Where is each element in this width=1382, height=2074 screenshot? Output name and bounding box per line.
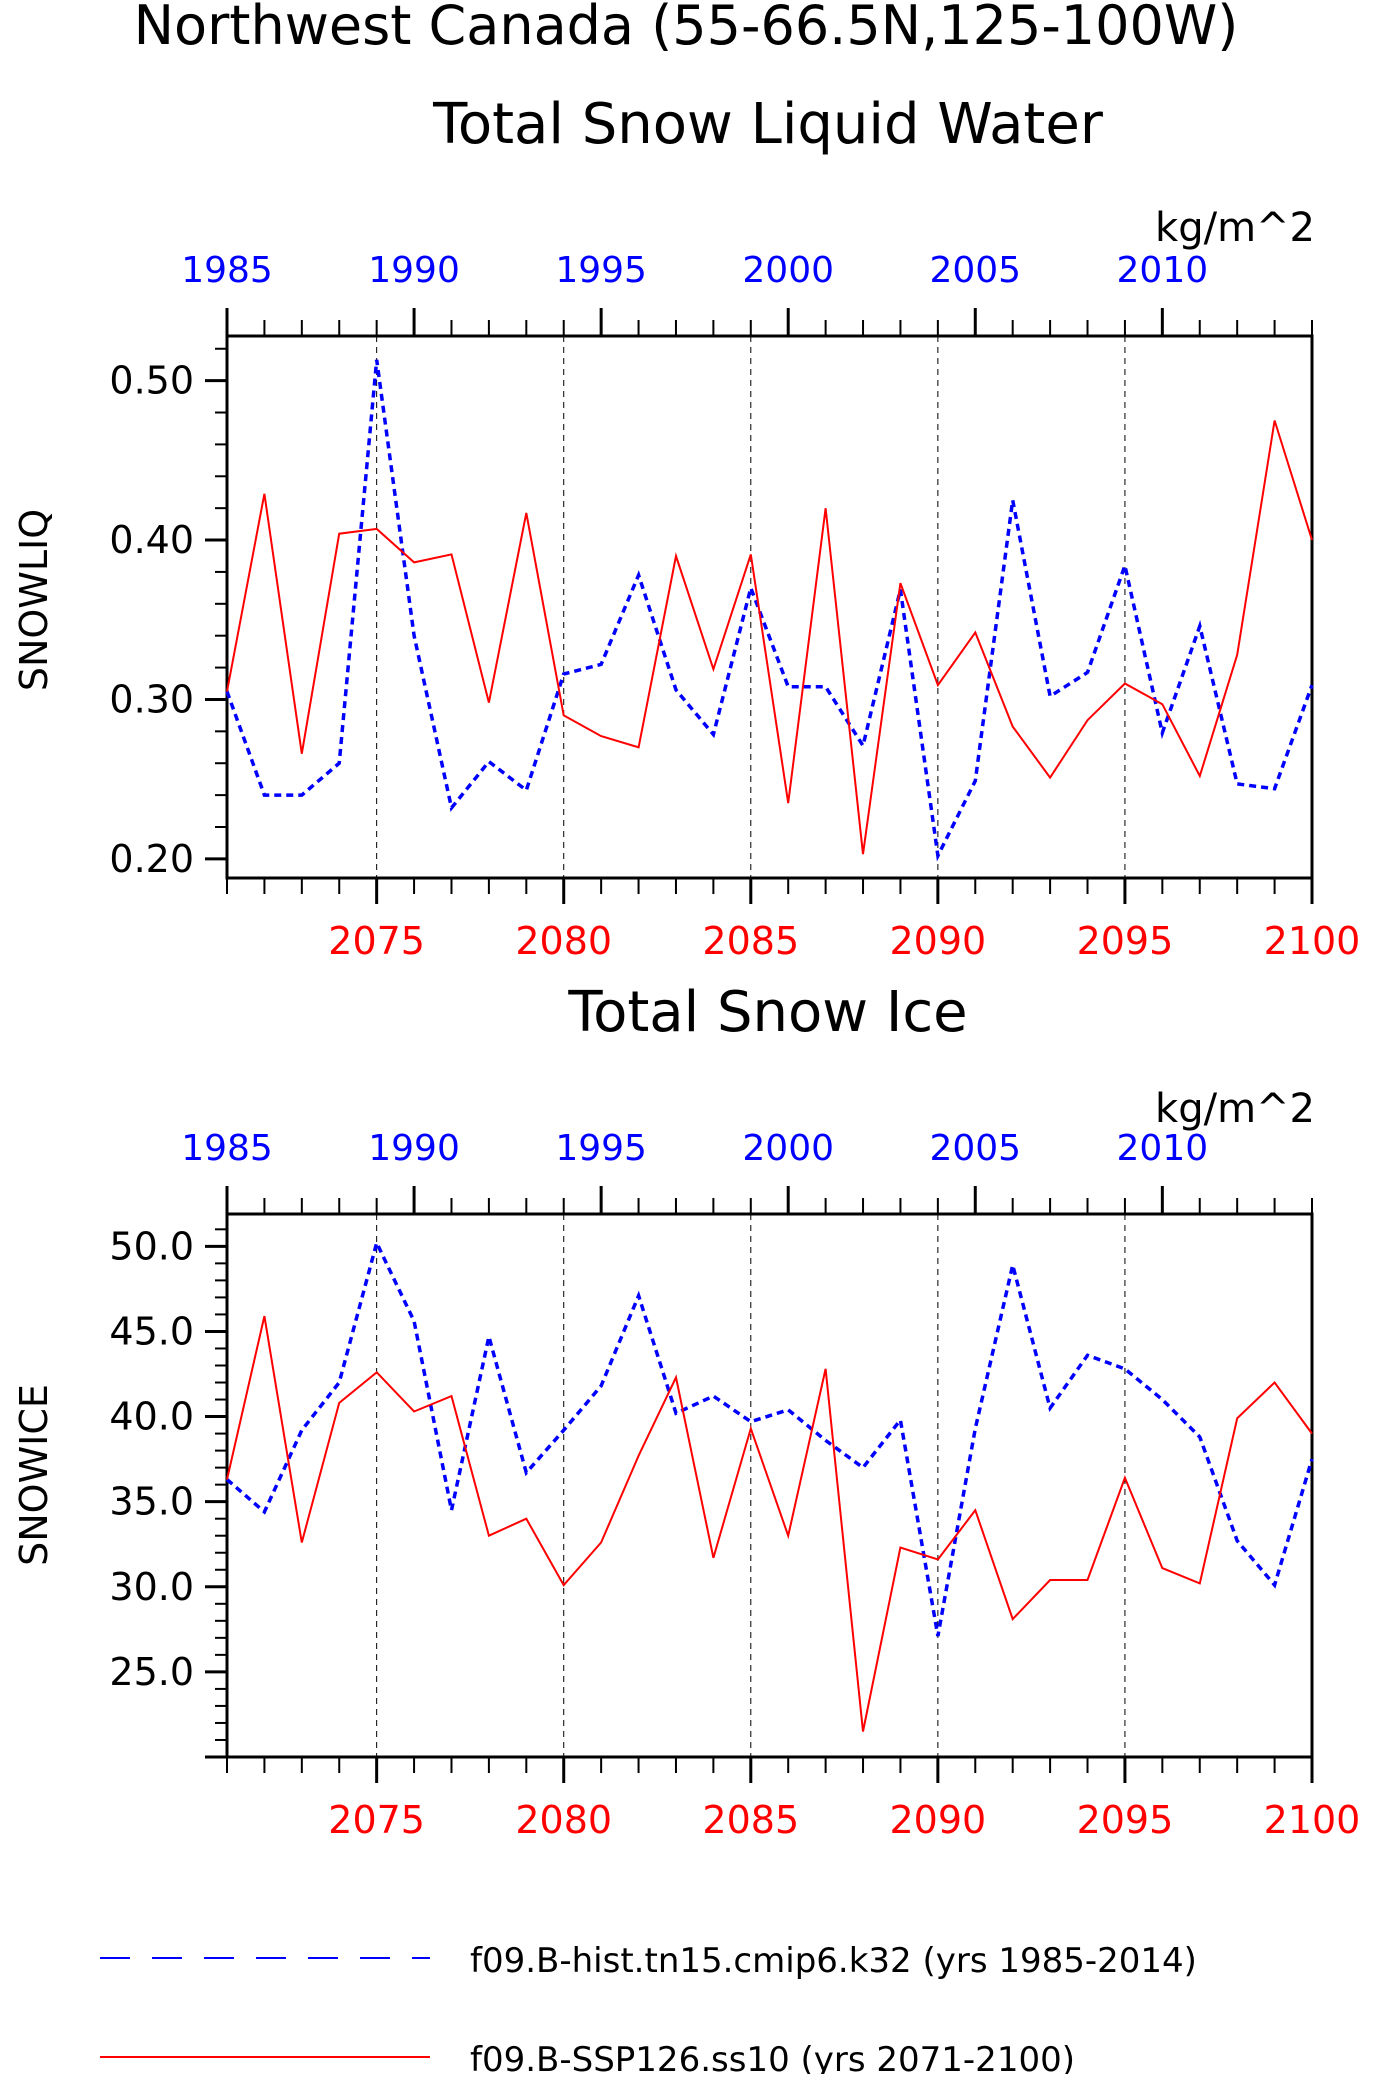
legend-label-hist: f09.B-hist.tn15.cmip6.k32 (yrs 1985-2014… bbox=[470, 1941, 1197, 1981]
top-axis-tick-label: 1985 bbox=[181, 1128, 273, 1169]
y-axis-tick-label: 25.0 bbox=[109, 1650, 194, 1694]
panel-snow-liquid-water: Total Snow Liquid Water kg/m^2 SNOWLIQ 2… bbox=[12, 92, 1360, 963]
top-axis-tick-label: 1990 bbox=[368, 1128, 460, 1169]
bottom-axis-tick-label: 2080 bbox=[515, 1798, 612, 1842]
plot-frame bbox=[225, 334, 1314, 880]
series-line-future bbox=[226, 1315, 1313, 1732]
y-axis-tick-label: 45.0 bbox=[109, 1309, 194, 1353]
figure-title: Northwest Canada (55-66.5N,125-100W) bbox=[134, 0, 1239, 57]
y-axis-tick-label: 0.20 bbox=[109, 837, 194, 881]
bottom-axis-tick-label: 2095 bbox=[1077, 919, 1174, 963]
legend-label-future: f09.B-SSP126.ss10 (yrs 2071-2100) bbox=[470, 2040, 1075, 2074]
top-axis-tick-label: 2005 bbox=[929, 1128, 1021, 1169]
bottom-axis-tick-label: 2095 bbox=[1077, 1798, 1174, 1842]
y-axis-tick-label: 0.40 bbox=[109, 518, 194, 562]
bottom-axis-tick-label: 2100 bbox=[1264, 919, 1361, 963]
bottom-axis-tick-label: 2090 bbox=[890, 1798, 987, 1842]
panel-snow-ice: Total Snow Ice kg/m^2 SNOWICE 2075 2080 20… bbox=[12, 980, 1360, 1842]
bottom-axis-tick-label: 2080 bbox=[515, 919, 612, 963]
y-axis-tick-label: 50.0 bbox=[109, 1224, 194, 1268]
series-line-hist bbox=[225, 1237, 1314, 1637]
panel-title: Total Snow Ice bbox=[567, 980, 967, 1045]
panel-title: Total Snow Liquid Water bbox=[432, 92, 1104, 157]
series-line-future bbox=[226, 420, 1313, 855]
top-axis-tick-label: 1990 bbox=[368, 250, 460, 291]
bottom-axis-tick-label: 2085 bbox=[702, 1798, 799, 1842]
top-axis-tick-label: 2000 bbox=[742, 1128, 834, 1169]
top-axis-tick-label: 1995 bbox=[555, 1128, 647, 1169]
y-axis-label: SNOWICE bbox=[12, 1384, 56, 1566]
top-axis-tick-label: 1995 bbox=[555, 250, 647, 291]
y-axis-tick-label: 35.0 bbox=[109, 1480, 194, 1524]
bottom-axis-tick-label: 2075 bbox=[328, 919, 425, 963]
units-label: kg/m^2 bbox=[1155, 1086, 1315, 1132]
top-axis-tick-label: 2000 bbox=[742, 250, 834, 291]
y-axis-label: SNOWLIQ bbox=[12, 509, 56, 691]
plot-frame bbox=[225, 1212, 1314, 1759]
y-axis-tick-label: 0.50 bbox=[109, 359, 194, 403]
units-label: kg/m^2 bbox=[1155, 205, 1315, 251]
bottom-axis-tick-label: 2090 bbox=[890, 919, 987, 963]
y-axis-tick-label: 30.0 bbox=[109, 1565, 194, 1609]
top-axis-tick-label: 2005 bbox=[929, 250, 1021, 291]
bottom-axis-tick-label: 2075 bbox=[328, 1798, 425, 1842]
bottom-axis-tick-label: 2100 bbox=[1264, 1798, 1361, 1842]
legend: f09.B-hist.tn15.cmip6.k32 (yrs 1985-2014… bbox=[100, 1941, 1197, 2074]
top-axis-tick-label: 1985 bbox=[181, 250, 273, 291]
top-axis-tick-label: 2010 bbox=[1117, 250, 1209, 291]
bottom-axis-tick-label: 2085 bbox=[702, 919, 799, 963]
series-line-hist bbox=[225, 359, 1314, 862]
y-axis-tick-label: 0.30 bbox=[109, 677, 194, 721]
y-axis-tick-label: 40.0 bbox=[109, 1395, 194, 1439]
top-axis-tick-label: 2010 bbox=[1117, 1128, 1209, 1169]
